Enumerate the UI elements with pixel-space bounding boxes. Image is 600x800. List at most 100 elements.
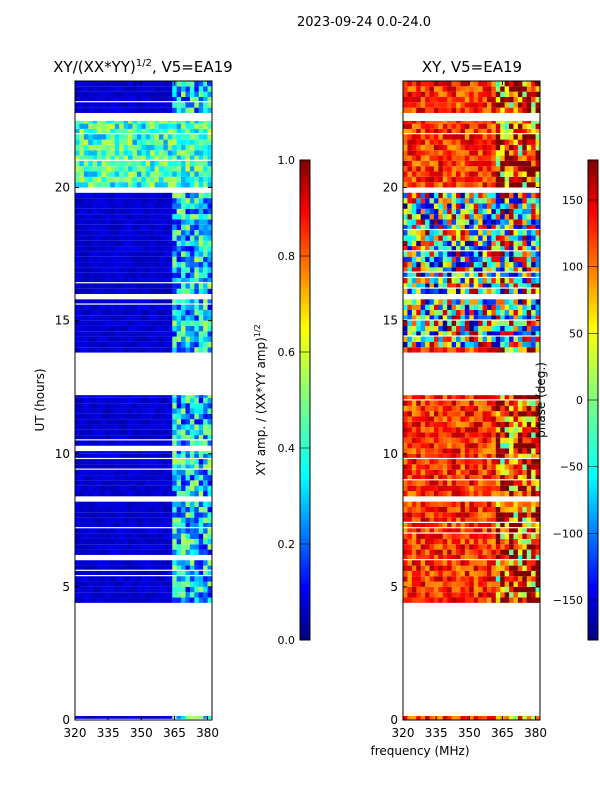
heatmap-cell	[482, 315, 488, 320]
heatmap-cell	[88, 128, 93, 134]
heatmap-cell	[416, 522, 421, 528]
heatmap-cell	[150, 272, 155, 279]
heatmap-cell	[416, 411, 421, 417]
heatmap-cell	[442, 325, 448, 332]
heatmap-cell	[163, 171, 169, 177]
heatmap-cell	[163, 240, 169, 247]
heatmap-cell	[442, 341, 448, 348]
heatmap-cell	[114, 208, 120, 215]
heatmap-cell	[105, 176, 111, 183]
heatmap-cell	[145, 522, 151, 528]
heatmap-cell	[420, 283, 426, 288]
heatmap-cell	[460, 437, 466, 444]
heatmap-cell	[469, 278, 475, 284]
heatmap-cell	[500, 459, 505, 465]
heatmap-cell	[75, 256, 80, 263]
heatmap-cell	[535, 182, 541, 188]
heatmap-cell	[92, 139, 98, 145]
heatmap-cell	[535, 597, 541, 603]
heatmap-cell	[145, 256, 151, 263]
heatmap-cell	[119, 419, 124, 425]
heatmap-cell	[132, 395, 138, 398]
heatmap-cell	[79, 246, 85, 252]
heatmap-cell	[407, 299, 413, 305]
heatmap-cell	[172, 560, 177, 566]
heatmap-cell	[132, 219, 138, 225]
heatmap-cell	[535, 586, 541, 593]
heatmap-cell	[535, 475, 541, 480]
heatmap-cell	[79, 176, 85, 183]
heatmap-cell	[416, 549, 421, 555]
heatmap-cell	[522, 533, 528, 539]
heatmap-cell	[500, 171, 505, 177]
heatmap-cell	[128, 459, 133, 465]
heatmap-cell	[185, 570, 191, 576]
heatmap-cell	[425, 347, 430, 353]
heatmap-cell	[207, 219, 213, 225]
heatmap-cell	[176, 395, 182, 398]
heatmap-cell	[495, 283, 501, 288]
heatmap-cell	[158, 208, 164, 215]
heatmap-cell	[526, 267, 532, 272]
heatmap-cell	[119, 501, 124, 507]
heatmap-cell	[172, 347, 177, 353]
heatmap-cell	[416, 304, 421, 310]
heatmap-cell	[517, 443, 523, 449]
heatmap-cell	[163, 408, 169, 414]
heatmap-cell	[79, 304, 85, 310]
heatmap-cell	[438, 331, 444, 336]
heatmap-cell	[411, 166, 417, 172]
heatmap-cell	[145, 81, 151, 87]
heatmap-cell	[207, 592, 213, 598]
heatmap-cell	[79, 288, 85, 294]
heatmap-cell	[491, 320, 497, 326]
heatmap-cell	[132, 262, 138, 268]
heatmap-cell	[181, 139, 186, 145]
heatmap-cell	[181, 459, 186, 465]
heatmap-cell	[425, 485, 430, 492]
heatmap-cell	[194, 451, 200, 454]
heatmap-cell	[482, 427, 488, 433]
heatmap-cell	[185, 224, 191, 231]
heatmap-cell	[172, 203, 177, 209]
heatmap-cell	[460, 304, 466, 310]
heatmap-cell	[176, 397, 182, 404]
heatmap-cell	[447, 443, 452, 449]
heatmap-cell	[83, 403, 89, 409]
heatmap-cell	[433, 304, 439, 310]
heatmap-cell	[411, 283, 417, 288]
heatmap-cell	[158, 440, 164, 446]
heatmap-cell	[141, 272, 147, 279]
heatmap-cell	[207, 485, 213, 492]
heatmap-cell	[495, 501, 501, 507]
heatmap-cell	[158, 272, 164, 279]
heatmap-cell	[442, 219, 448, 225]
heatmap-cell	[181, 469, 186, 476]
heatmap-cell	[517, 256, 523, 263]
heatmap-cell	[105, 107, 111, 113]
heatmap-cell	[136, 512, 142, 518]
heatmap-cell	[447, 347, 452, 353]
heatmap-cell	[526, 576, 532, 582]
heatmap-cell	[158, 309, 164, 316]
heatmap-cell	[442, 427, 448, 433]
heatmap-cell	[189, 408, 195, 414]
heatmap-cell	[88, 182, 93, 188]
heatmap-cell	[145, 128, 151, 134]
heatmap-cell	[163, 139, 169, 145]
heatmap-cell	[535, 267, 541, 272]
heatmap-cell	[194, 160, 200, 167]
heatmap-cell	[114, 176, 120, 183]
heatmap-cell	[83, 475, 89, 481]
heatmap-cell	[207, 139, 213, 145]
heatmap-cell	[167, 549, 173, 555]
heatmap-cell	[141, 424, 147, 430]
heatmap-cell	[150, 459, 155, 465]
heatmap-cell	[495, 304, 501, 310]
heatmap-cell	[128, 549, 133, 555]
heatmap-cell	[531, 283, 536, 288]
heatmap-cell	[509, 299, 514, 305]
heatmap-cell	[145, 549, 151, 555]
heatmap-cell	[92, 538, 98, 545]
heatmap-cell	[158, 533, 164, 539]
